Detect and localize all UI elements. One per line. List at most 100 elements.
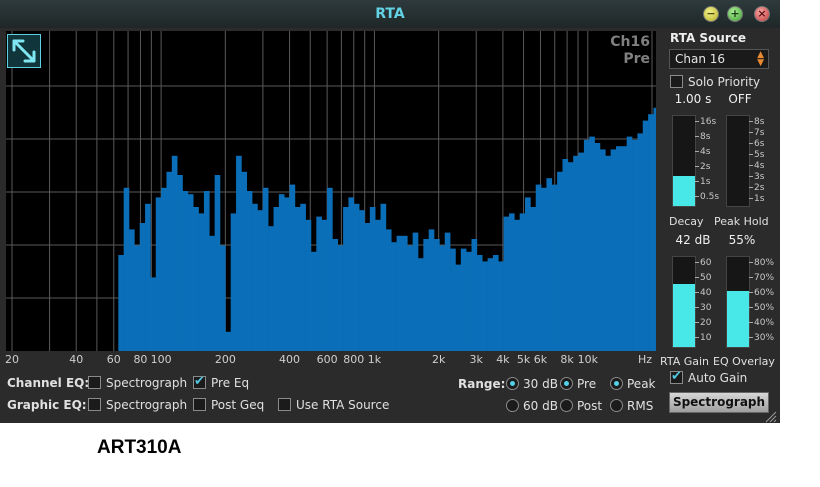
meter-tick-label: 60 [700,258,712,268]
x-tick-label: 1k [367,353,382,366]
decay-value: 1.00 s [674,92,712,106]
spectrum-bar [203,191,210,351]
rta-source-select[interactable]: Chan 16 ▲ ▼ [669,49,769,69]
meter-tick [749,337,753,338]
meter-tick [749,307,753,308]
rta-gain-label: RTA Gain [660,355,710,368]
meter-tick [749,132,753,134]
peak-radio[interactable] [610,377,623,390]
minimize-icon: − [706,7,716,20]
meter-tick [695,121,699,122]
spectrum-bar [225,331,231,351]
meter-tick-label: 40% [754,318,775,328]
x-tick-label: 5k [516,353,531,366]
meter-tick [695,337,699,338]
spectrum-bar [632,139,638,351]
rms-radio[interactable] [610,399,623,412]
spectrum-bar [241,171,248,351]
meter-tick-label: 70% [754,273,775,283]
eq-overlay-value: 55% [728,233,756,247]
spectrum-bar [514,219,520,351]
post-radio[interactable] [560,399,573,412]
maximize-button[interactable]: + [727,6,743,22]
pre-eq-checkbox[interactable] [193,374,206,389]
title-bar[interactable]: RTA − + × [0,0,780,28]
x-tick-label: 800 [343,353,365,366]
spectrum-bar [594,143,601,351]
spectrum-bar [626,136,633,351]
spectrum-bar [648,114,654,351]
spectrum-bar [637,133,644,351]
rta-source-value: Chan 16 [675,52,726,66]
updown-arrows-icon: ▲ ▼ [757,50,764,68]
spectrum-bar [321,219,328,351]
spectrum-bar [444,232,451,351]
x-tick-label: 6k [533,353,548,366]
rta-spectrum-chart [6,31,656,351]
resize-grip-icon[interactable] [763,408,777,423]
spectrum-bar [428,229,435,351]
spectrum-bar [605,155,611,351]
meter-tick [749,187,753,189]
graphic-eq-spectrograph-checkbox[interactable] [88,398,101,411]
spectrum-bar [530,207,537,351]
meter-tick-label: 0.5s [700,192,720,202]
caption-text: ART310A [97,437,182,458]
meter-tick-label: 7s [754,128,765,139]
auto-gain-checkbox[interactable] [670,369,683,384]
spectrum-bar [551,184,558,351]
spectrum-bar [364,223,371,351]
meter-tick [749,292,753,293]
range-30db-radio[interactable] [506,377,519,390]
meter-tick-label: 40 [700,288,712,298]
pre-radio[interactable] [560,377,573,390]
meter-tick [749,165,753,167]
spectrum-bar [439,245,446,351]
range-60db-radio[interactable] [506,399,519,412]
meter-tick [749,143,753,145]
eq-overlay-slider[interactable] [726,256,750,348]
spectrum-bar [396,235,403,351]
meter-tick-label: 80% [754,258,775,268]
spectrum-bar [353,203,360,351]
spectrum-bar [476,255,483,351]
x-tick-label: 20 [5,353,19,366]
meter-tick [749,277,753,278]
spectrum-bar [471,239,478,351]
peak-hold-slider[interactable] [726,115,750,207]
channel-eq-spectrograph-checkbox[interactable] [88,376,101,389]
minimize-button[interactable]: − [703,6,719,22]
peak-label: Peak [627,377,656,391]
spectrum-bar [482,261,488,351]
expand-arrows-icon[interactable] [7,34,41,68]
post-geq-checkbox[interactable] [193,398,206,411]
rta-plot [6,31,656,351]
meter-tick [695,151,699,152]
spectrum-bar [401,235,408,351]
solo-priority-label: Solo Priority [688,75,761,89]
spectrum-bar [278,194,285,351]
rta-gain-value: 42 dB [675,233,711,247]
meter-tick [695,181,699,182]
peak-hold-value: OFF [728,92,752,106]
solo-priority-checkbox[interactable] [670,75,683,88]
spectrum-bar [289,184,296,351]
channel-name: Ch16 [610,34,650,50]
spectrum-bar [450,248,456,351]
spectrum-bar [187,194,194,351]
decay-slider[interactable] [672,115,696,207]
spectrum-bar [219,245,226,351]
spectrum-bar [155,197,162,351]
meter-tick-label: 3s [754,172,765,183]
spectrum-bar [369,207,376,351]
spectrum-bar [460,248,467,351]
spectrum-bar [123,187,130,351]
close-button[interactable]: × [754,6,770,22]
spectrograph-button[interactable]: Spectrograph [669,392,769,413]
rta-gain-slider[interactable] [672,256,696,348]
spectrum-bar [316,216,322,351]
use-rta-source-checkbox[interactable] [278,398,291,411]
spectrum-bar [134,245,141,351]
spectrum-bar [455,264,462,351]
spectrum-bar [492,255,499,351]
